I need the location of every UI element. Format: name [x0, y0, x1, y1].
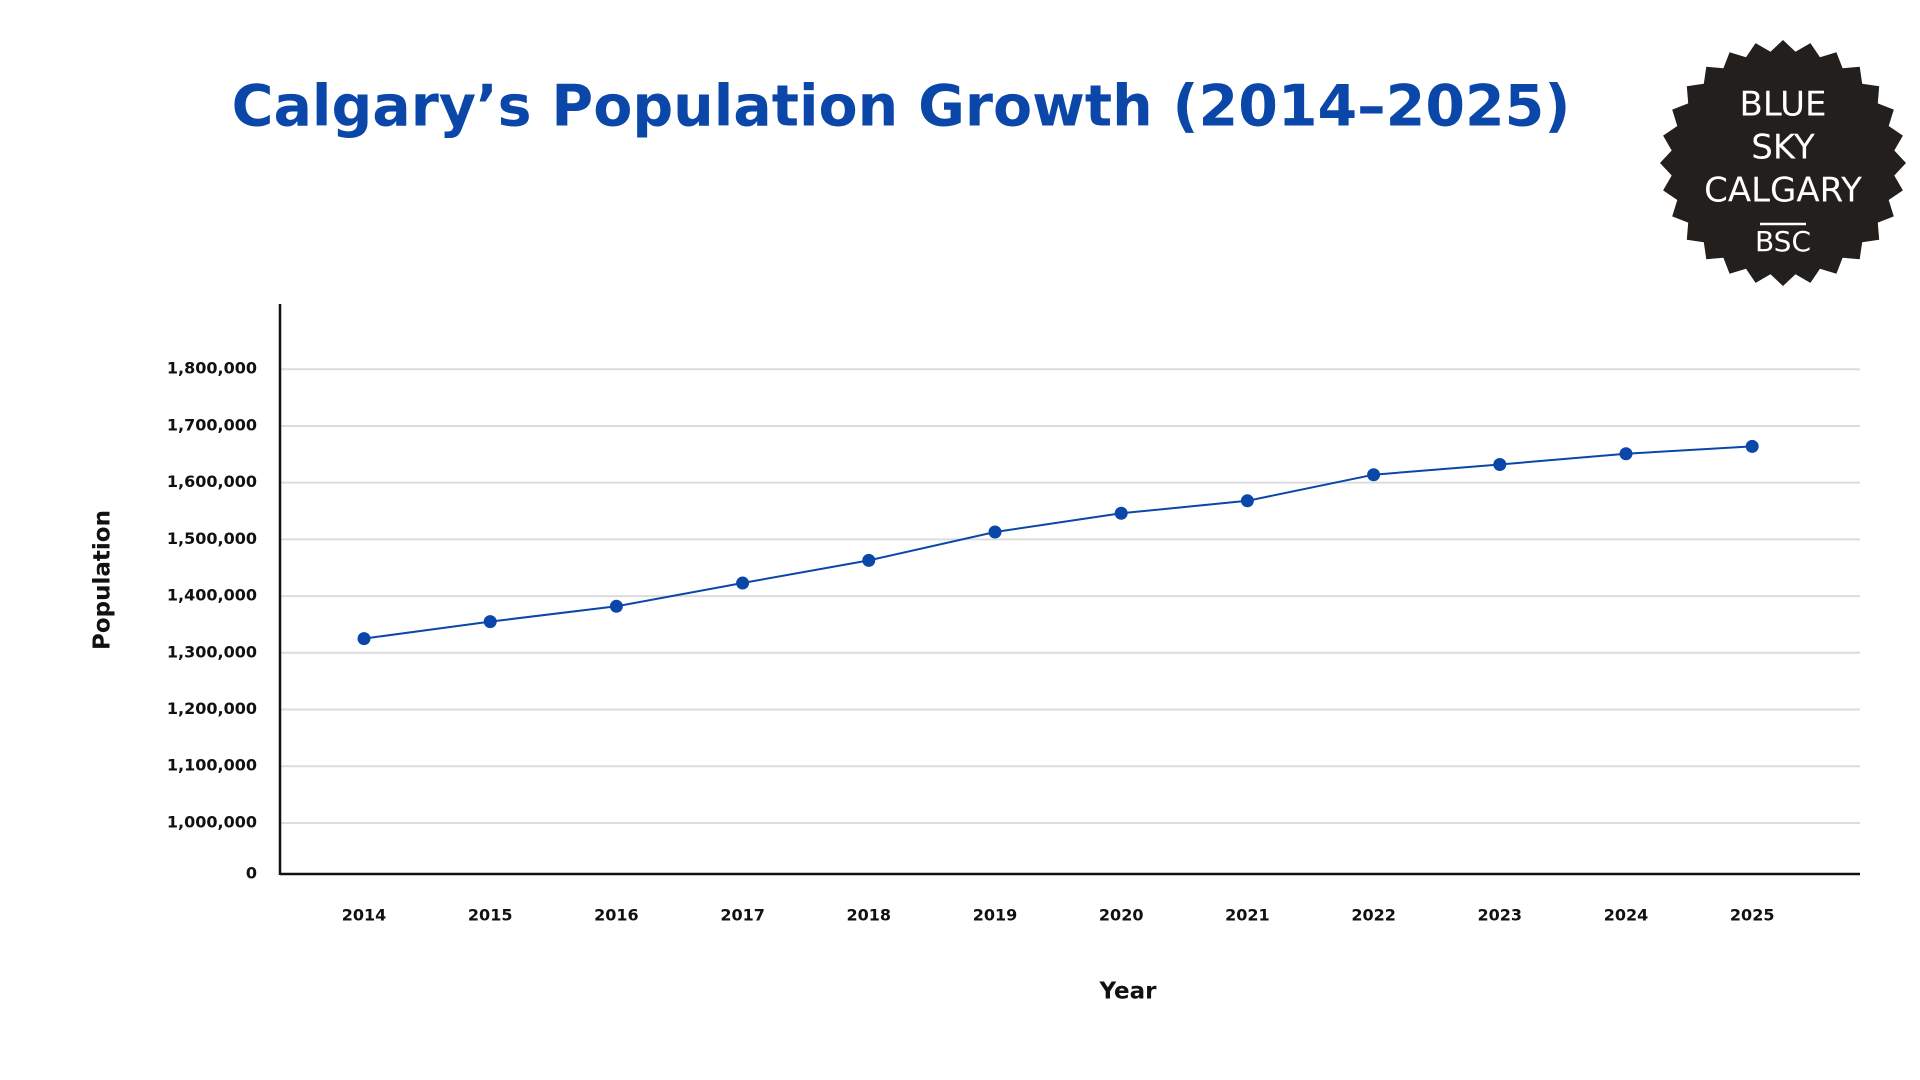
y-tick-label: 1,600,000 — [167, 472, 257, 491]
point — [357, 632, 371, 646]
logo: BLUE SKY CALGARY BSC — [1660, 40, 1906, 286]
x-tick-label: 2023 — [1478, 906, 1523, 925]
point — [988, 525, 1002, 539]
logo-text: BLUE — [1740, 85, 1827, 125]
x-tick-label: 2019 — [973, 906, 1018, 925]
y-tick-label: 1,400,000 — [167, 586, 257, 605]
y-tick-label: 1,800,000 — [167, 359, 257, 378]
x-tick-label: 2021 — [1225, 906, 1270, 925]
point — [483, 615, 497, 629]
x-tick-label: 2020 — [1099, 906, 1144, 925]
point — [609, 599, 623, 613]
point — [1114, 506, 1128, 520]
logo-text: BSC — [1755, 225, 1811, 258]
point — [862, 553, 876, 567]
point — [1619, 447, 1633, 461]
logo-badge — [1660, 40, 1906, 286]
point — [736, 576, 750, 590]
point — [1367, 468, 1381, 482]
point — [1240, 494, 1254, 508]
x-tick-label: 2017 — [720, 906, 765, 925]
point — [1745, 439, 1759, 453]
x-tick-label: 2018 — [847, 906, 892, 925]
x-tick-label: 2016 — [594, 906, 639, 925]
chart-title: Calgary’s Population Growth (2014–2025) — [232, 74, 1571, 140]
y-tick-label: 1,100,000 — [167, 756, 257, 775]
x-axis-label: Year — [1098, 979, 1157, 1005]
x-tick-label: 2015 — [468, 906, 513, 925]
x-tick-label: 2014 — [342, 906, 387, 925]
y-tick-label: 0 — [246, 864, 257, 883]
x-tick-label: 2025 — [1730, 906, 1775, 925]
point — [1493, 458, 1507, 472]
y-tick-label: 1,300,000 — [167, 642, 257, 661]
y-tick-label: 1,200,000 — [167, 699, 257, 718]
line — [363, 445, 1753, 640]
x-tick-label: 2024 — [1604, 906, 1649, 925]
x-tick-label: 2022 — [1351, 906, 1396, 925]
logo-text: CALGARY — [1704, 171, 1862, 211]
logo-text: SKY — [1751, 128, 1815, 168]
y-axis-label: Population — [90, 510, 116, 650]
y-tick-label: 1,500,000 — [167, 529, 257, 548]
y-tick-label: 1,700,000 — [167, 415, 257, 434]
y-tick-label: 1,000,000 — [167, 812, 257, 831]
